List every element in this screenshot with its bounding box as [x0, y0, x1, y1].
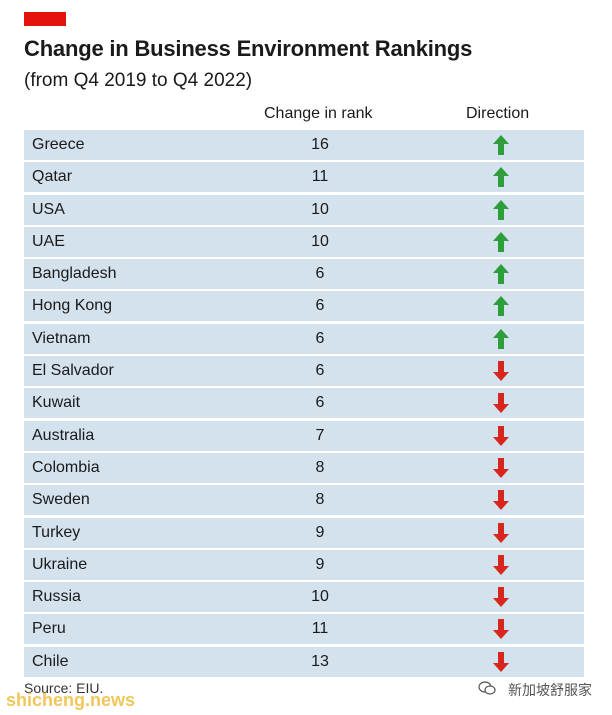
rank-change-value: 10	[311, 232, 329, 250]
arrow-down-icon	[493, 361, 509, 382]
arrow-up-icon	[493, 231, 509, 252]
rank-change-value: 6	[315, 329, 325, 347]
watermark-site: shicheng.news	[6, 690, 136, 710]
chart-title: Change in Business Environment Rankings	[24, 36, 473, 61]
rank-change-value: 9	[315, 523, 325, 541]
arrow-up-icon	[493, 264, 509, 285]
arrow-down-icon	[493, 393, 509, 414]
rank-change-value: 10	[311, 200, 329, 218]
rank-change-value: 6	[315, 297, 325, 315]
table-row: Hong Kong 6	[24, 291, 584, 322]
table-row: Bangladesh 6	[24, 259, 584, 290]
rank-change-value: 10	[311, 588, 329, 606]
country-label: Sweden	[32, 491, 90, 509]
arrow-down-icon	[493, 522, 509, 543]
country-label: Australia	[32, 426, 95, 444]
table-row: Australia 7	[24, 420, 584, 451]
country-label: Russia	[32, 588, 81, 606]
table-row: Greece 16	[24, 130, 584, 160]
chart-subtitle: (from Q4 2019 to Q4 2022)	[24, 70, 253, 91]
arrow-up-icon	[493, 296, 509, 317]
country-label: Colombia	[32, 458, 100, 476]
arrow-up-icon	[493, 328, 509, 349]
country-label: USA	[32, 200, 65, 218]
arrow-down-icon	[493, 587, 509, 608]
country-label: Qatar	[32, 168, 73, 186]
arrow-up-icon	[493, 167, 509, 188]
country-label: El Salvador	[32, 362, 114, 380]
arrow-up-icon	[493, 135, 509, 155]
source-note: Source: EIU.	[24, 680, 104, 696]
rank-change-value: 11	[311, 168, 329, 186]
table-row: Turkey 9	[24, 517, 584, 548]
country-label: Bangladesh	[32, 265, 117, 283]
rank-change-value: 6	[315, 362, 325, 380]
watermark-account: 新加坡舒服家	[508, 682, 592, 698]
country-label: UAE	[32, 232, 65, 250]
accent-tag	[24, 12, 66, 26]
country-label: Chile	[32, 652, 69, 670]
country-label: Turkey	[32, 523, 81, 541]
table-row: Kuwait 6	[24, 388, 584, 419]
table-row: Chile 13	[24, 646, 584, 677]
table-row: USA 10	[24, 194, 584, 225]
arrow-down-icon	[493, 490, 509, 511]
rank-change-value: 6	[315, 394, 325, 412]
rank-change-value: 11	[311, 620, 329, 638]
rank-change-value: 8	[315, 458, 325, 476]
table-row: Vietnam 6	[24, 323, 584, 354]
table-row: Ukraine 9	[24, 549, 584, 580]
table-row: UAE 10	[24, 226, 584, 257]
table-row: Peru 11	[24, 614, 584, 645]
rank-change-value: 13	[311, 652, 329, 670]
country-label: Ukraine	[32, 555, 88, 573]
rankings-table: Greece 16 Qatar 11 USA 10 UAE 10 Bangladesh 6 Hong…	[24, 130, 584, 679]
rank-change-value: 6	[315, 265, 325, 283]
arrow-down-icon	[493, 651, 509, 672]
rank-change-value: 9	[315, 555, 325, 573]
rank-change-value: 16	[311, 136, 329, 153]
country-label: Kuwait	[32, 394, 81, 412]
wechat-icon	[478, 681, 496, 695]
table-row: Qatar 11	[24, 162, 584, 193]
country-label: Hong Kong	[32, 297, 113, 315]
table-row: El Salvador 6	[24, 356, 584, 387]
table-row: Sweden 8	[24, 485, 584, 516]
country-label: Greece	[32, 136, 85, 153]
table-row: Colombia 8	[24, 452, 584, 483]
country-label: Peru	[32, 620, 66, 638]
arrow-down-icon	[493, 619, 509, 640]
table-row: Russia 10	[24, 582, 584, 613]
rank-change-value: 8	[315, 491, 325, 509]
arrow-down-icon	[493, 554, 509, 575]
arrow-up-icon	[493, 199, 509, 220]
rank-change-value: 7	[315, 426, 325, 444]
country-label: Vietnam	[32, 329, 91, 347]
column-header-direction: Direction	[466, 105, 530, 122]
arrow-down-icon	[493, 457, 509, 478]
arrow-down-icon	[493, 425, 509, 446]
column-header-change: Change in rank	[264, 105, 373, 122]
